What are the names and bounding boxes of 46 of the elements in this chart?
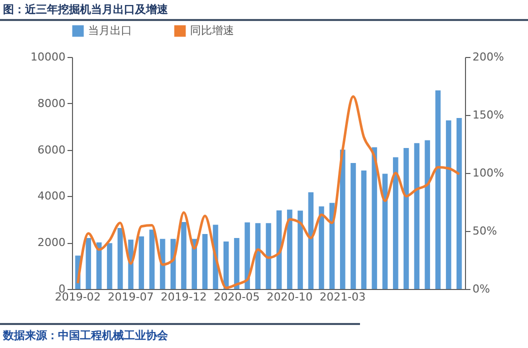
bar	[244, 222, 250, 289]
bar	[234, 238, 240, 289]
y-tick-label: 6000	[38, 143, 66, 156]
y2-tick-label: 150%	[472, 108, 504, 122]
bar	[308, 192, 314, 289]
bar	[149, 230, 155, 289]
bar	[435, 90, 441, 289]
x-tick-label: 2020-10	[266, 290, 313, 304]
y-tick-label: 10000	[30, 50, 66, 64]
source-note: 数据来源：中国工程机械工业协会	[3, 328, 168, 343]
bar	[287, 210, 292, 289]
bar	[138, 236, 144, 289]
bar	[340, 150, 346, 289]
y-tick-label: 2000	[38, 236, 66, 250]
bar	[392, 157, 398, 289]
bar	[361, 170, 366, 289]
x-tick-label: 2019-07	[108, 290, 154, 304]
bar	[456, 118, 462, 289]
chart-title: 图：近三年挖掘机当月出口及增速	[3, 2, 168, 17]
bar	[404, 148, 409, 289]
bar	[118, 228, 123, 289]
line-series	[76, 95, 460, 290]
bar	[106, 243, 112, 289]
y2-tick-label: 0%	[472, 282, 490, 296]
bar	[414, 143, 420, 289]
bar	[424, 140, 430, 289]
x-tick-label: 2020-05	[214, 290, 260, 304]
bar	[223, 241, 229, 289]
y-tick-label: 8000	[38, 96, 66, 110]
bar	[202, 234, 208, 289]
y2-tick-label: 200%	[472, 50, 504, 64]
bar	[86, 238, 92, 289]
y2-tick-label: 100%	[472, 166, 504, 180]
bar	[298, 210, 303, 289]
y2-tick-label: 50%	[472, 224, 497, 238]
bar	[446, 120, 452, 289]
x-tick-label: 2021-03	[320, 290, 366, 304]
x-tick-label: 2019-12	[160, 290, 207, 304]
bar	[266, 223, 272, 289]
bar	[350, 163, 356, 289]
bar	[382, 174, 388, 289]
bar	[318, 206, 324, 289]
legend-label: 当月出口	[88, 24, 132, 37]
y-tick-label: 4000	[38, 190, 66, 203]
bar	[181, 222, 186, 289]
legend-label: 同比增速	[190, 24, 234, 37]
